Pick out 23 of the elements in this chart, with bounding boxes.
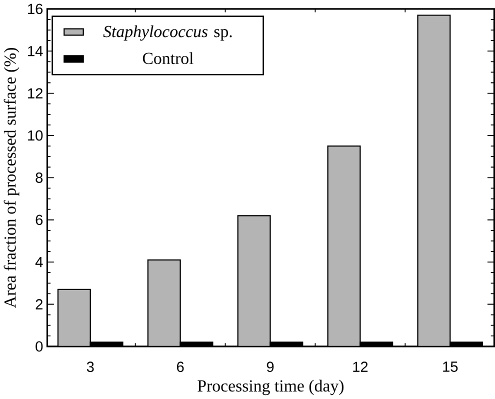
y-tick-label: 6 (36, 214, 43, 226)
y-tick-label: 16 (28, 4, 43, 14)
y-tick-label: 2 (36, 299, 42, 310)
y-tick-label: 0 (36, 341, 43, 352)
y-tick-label: 8 (36, 172, 43, 183)
y-tick-label: 4 (35, 257, 43, 268)
bar (148, 260, 180, 347)
text: Control (142, 52, 194, 64)
y-tick-label: 14 (28, 46, 43, 56)
x-tick-label: 9 (266, 362, 274, 372)
x-tick-label: 3 (86, 362, 94, 372)
bar (238, 216, 270, 347)
bar (58, 290, 90, 347)
x-tick-label: 12 (353, 362, 368, 372)
x-axis-title: Processing time (day) (198, 380, 344, 396)
bar (328, 146, 360, 347)
y-axis-title: Area fraction of processed surface (%) (4, 48, 20, 308)
bar (417, 14, 451, 347)
x-tick-label: 6 (176, 362, 184, 372)
legend-label: Staphylococcus sp. (103, 25, 232, 41)
x-tick-label: 15 (443, 362, 458, 372)
y-tick-label: 12 (28, 88, 42, 98)
y-tick-label: 10 (28, 130, 43, 141)
